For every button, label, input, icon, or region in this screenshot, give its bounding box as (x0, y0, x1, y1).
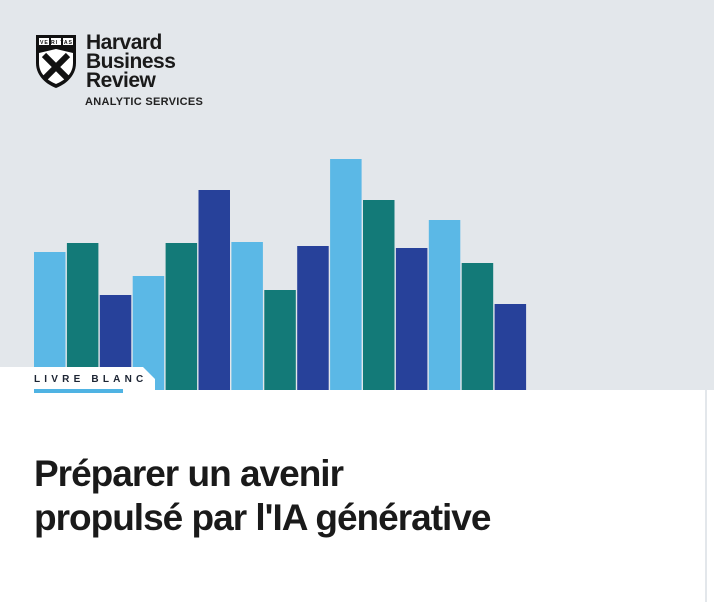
shield-motto: VE RI TAS (40, 40, 73, 46)
decorative-bar (428, 220, 461, 390)
document-title: Préparer un avenir propulsé par l'IA gén… (34, 452, 491, 540)
hbr-logo: VE RI TAS Harvard Business Review (34, 31, 176, 92)
decorative-bar (231, 242, 263, 390)
decorative-bar (264, 290, 296, 390)
decorative-bar (461, 263, 494, 390)
shield-icon: VE RI TAS (36, 35, 76, 88)
title-line-2: propulsé par l'IA générative (34, 497, 491, 538)
decorative-bar (66, 243, 99, 390)
title-line-1: Préparer un avenir (34, 453, 344, 494)
page-edge (705, 390, 707, 602)
decorative-bar (198, 190, 230, 390)
document-type-label: LIVRE BLANC (34, 374, 148, 385)
brand-line-1: Harvard (86, 31, 162, 54)
label-underline (34, 389, 123, 393)
brand-subtitle: ANALYTIC SERVICES (85, 96, 204, 108)
decorative-bar-graphic (34, 159, 527, 390)
brand-line-3: Review (86, 69, 156, 92)
decorative-bar (165, 243, 198, 390)
decorative-bar (297, 246, 329, 390)
label-tab (0, 367, 155, 390)
decorative-bar (395, 248, 428, 390)
decorative-bar (363, 200, 395, 390)
brand-line-2: Business (86, 50, 176, 73)
decorative-bar (494, 304, 527, 390)
decorative-bar (330, 159, 362, 390)
